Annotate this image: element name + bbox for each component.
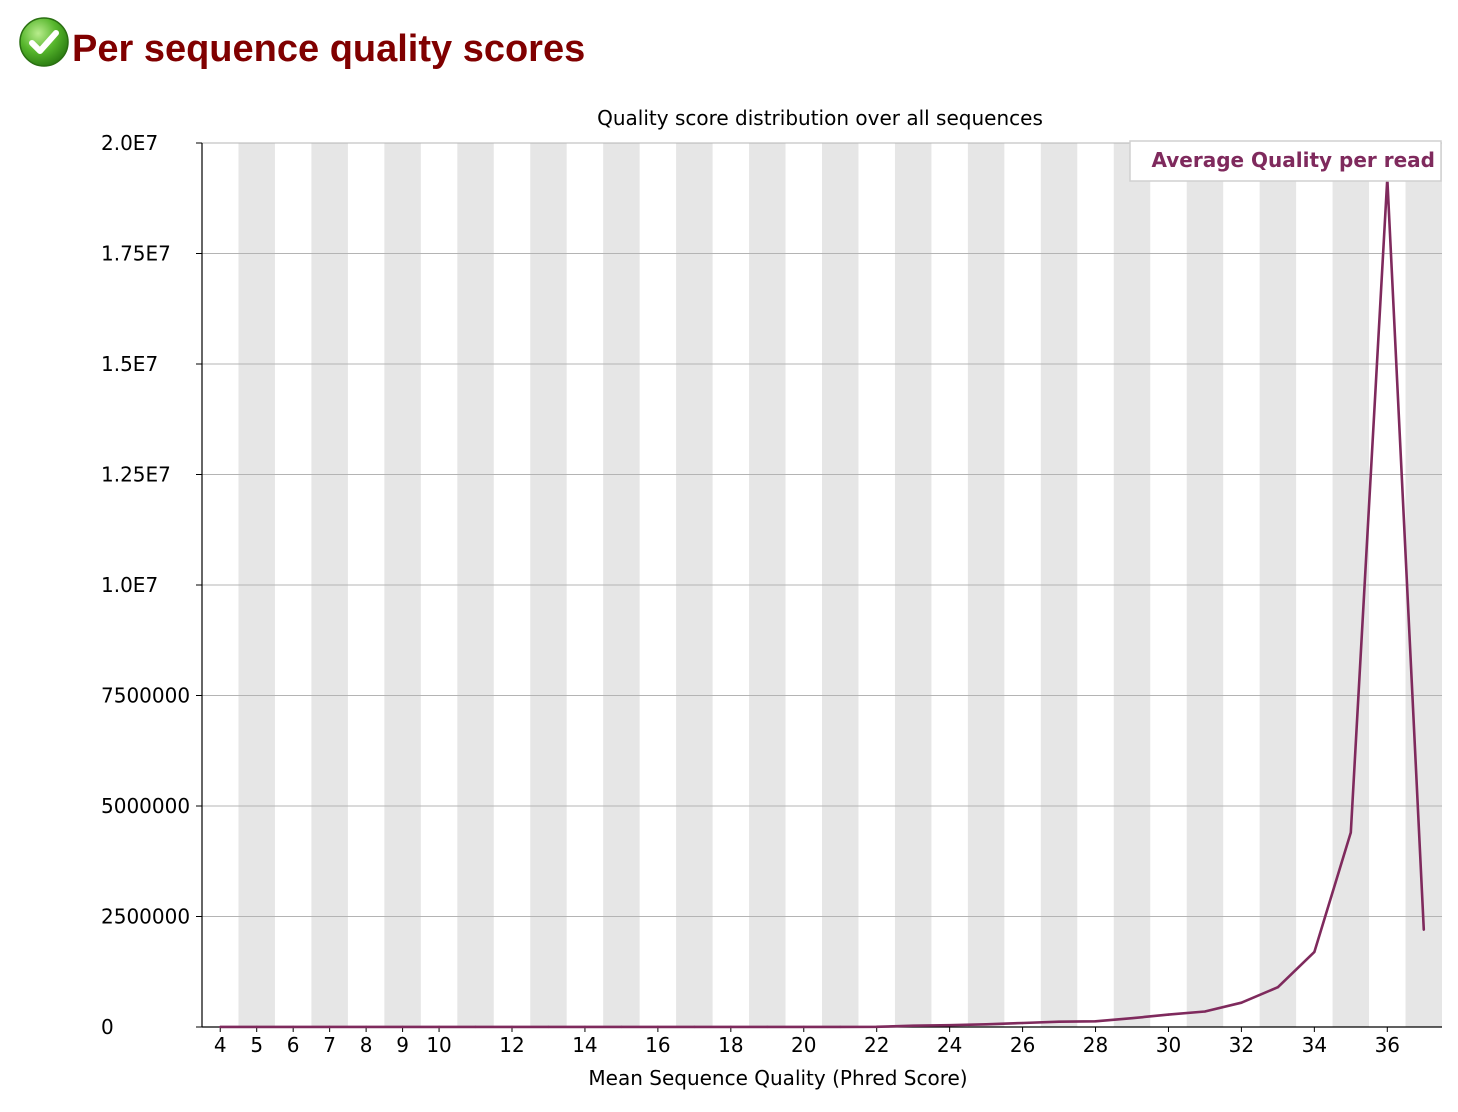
data-point (291, 1025, 295, 1029)
data-point (1021, 1021, 1024, 1025)
x-tick-label: 32 (1229, 1033, 1254, 1057)
data-point (911, 1024, 915, 1027)
legend: Average Quality per read (1129, 140, 1442, 182)
y-tick-label: 1.0E7 (101, 573, 158, 597)
data-point (437, 1025, 441, 1029)
data-point (839, 1025, 842, 1029)
module-header: Per sequence quality scores (18, 12, 585, 72)
y-tick-label: 7500000 (101, 684, 190, 708)
x-tick-label: 24 (937, 1033, 962, 1057)
y-tick-label: 5000000 (101, 794, 190, 818)
y-tick-label: 0 (101, 1015, 114, 1039)
x-tick-label: 36 (1375, 1033, 1400, 1057)
data-point (1167, 1013, 1170, 1016)
data-point (1313, 950, 1316, 954)
series-line (220, 177, 1426, 1029)
data-point (875, 1025, 878, 1028)
x-tick-labels: 4 5 6 7 8 9 10 12 14 16 18 20 22 24 26 28 30 32 34 36 (214, 1027, 1400, 1057)
data-point (802, 1025, 805, 1029)
x-tick-label: 22 (864, 1033, 889, 1057)
data-point (1130, 1016, 1134, 1020)
x-tick-label: 28 (1083, 1033, 1108, 1057)
data-point (1276, 986, 1280, 989)
y-tick-label: 1.75E7 (101, 242, 171, 266)
data-point (1094, 1020, 1097, 1023)
y-tick-label: 1.25E7 (101, 463, 171, 487)
data-point (948, 1024, 951, 1027)
x-tick-label: 16 (645, 1033, 670, 1057)
data-point (401, 1025, 404, 1029)
data-point (1057, 1020, 1061, 1023)
x-tick-label: 34 (1302, 1033, 1327, 1057)
x-tick-label: 12 (499, 1033, 524, 1057)
data-point (364, 1025, 368, 1029)
y-tick-label: 2.0E7 (101, 131, 158, 155)
y-tick-labels: 0 2500000 5000000 7500000 1.0E7 1.25E7 1.5E7 1.… (101, 131, 202, 1039)
x-tick-label: 14 (572, 1033, 597, 1057)
data-point (766, 1025, 769, 1029)
data-point (510, 1025, 514, 1029)
chart-title: Quality score distribution over all sequ… (597, 106, 1043, 130)
data-point (1240, 1001, 1243, 1004)
x-axis-label: Mean Sequence Quality (Phred Score) (588, 1066, 967, 1090)
data-point (1422, 928, 1425, 931)
data-point (620, 1025, 623, 1029)
x-tick-label: 7 (323, 1033, 336, 1057)
check-circle-icon (19, 17, 69, 67)
data-point (583, 1025, 587, 1029)
series-layer (219, 177, 1426, 1029)
data-point (656, 1025, 660, 1029)
y-tick-label: 1.5E7 (101, 352, 158, 376)
data-point (255, 1025, 258, 1029)
page-title: Per sequence quality scores (72, 27, 586, 70)
data-point (219, 1025, 222, 1029)
x-tick-label: 9 (396, 1033, 409, 1057)
x-tick-label: 10 (426, 1033, 451, 1057)
x-tick-label: 18 (718, 1033, 743, 1057)
data-point (1203, 1010, 1207, 1013)
x-tick-label: 26 (1010, 1033, 1035, 1057)
grid-lines (202, 142, 1442, 917)
x-tick-label: 30 (1156, 1033, 1181, 1057)
x-tick-label: 6 (287, 1033, 300, 1057)
x-tick-label: 4 (214, 1033, 227, 1057)
y-tick-label: 2500000 (101, 905, 190, 929)
data-point (984, 1023, 988, 1026)
x-tick-label: 5 (250, 1033, 263, 1057)
data-point (547, 1025, 550, 1029)
data-point (729, 1025, 733, 1029)
x-tick-label: 20 (791, 1033, 816, 1057)
data-point (474, 1025, 477, 1029)
data-point (1349, 831, 1353, 834)
data-point (693, 1025, 696, 1029)
x-tick-label: 8 (360, 1033, 373, 1057)
data-point (328, 1025, 331, 1029)
legend-box (1129, 140, 1442, 182)
legend-label: Average Quality per read (1151, 148, 1435, 172)
